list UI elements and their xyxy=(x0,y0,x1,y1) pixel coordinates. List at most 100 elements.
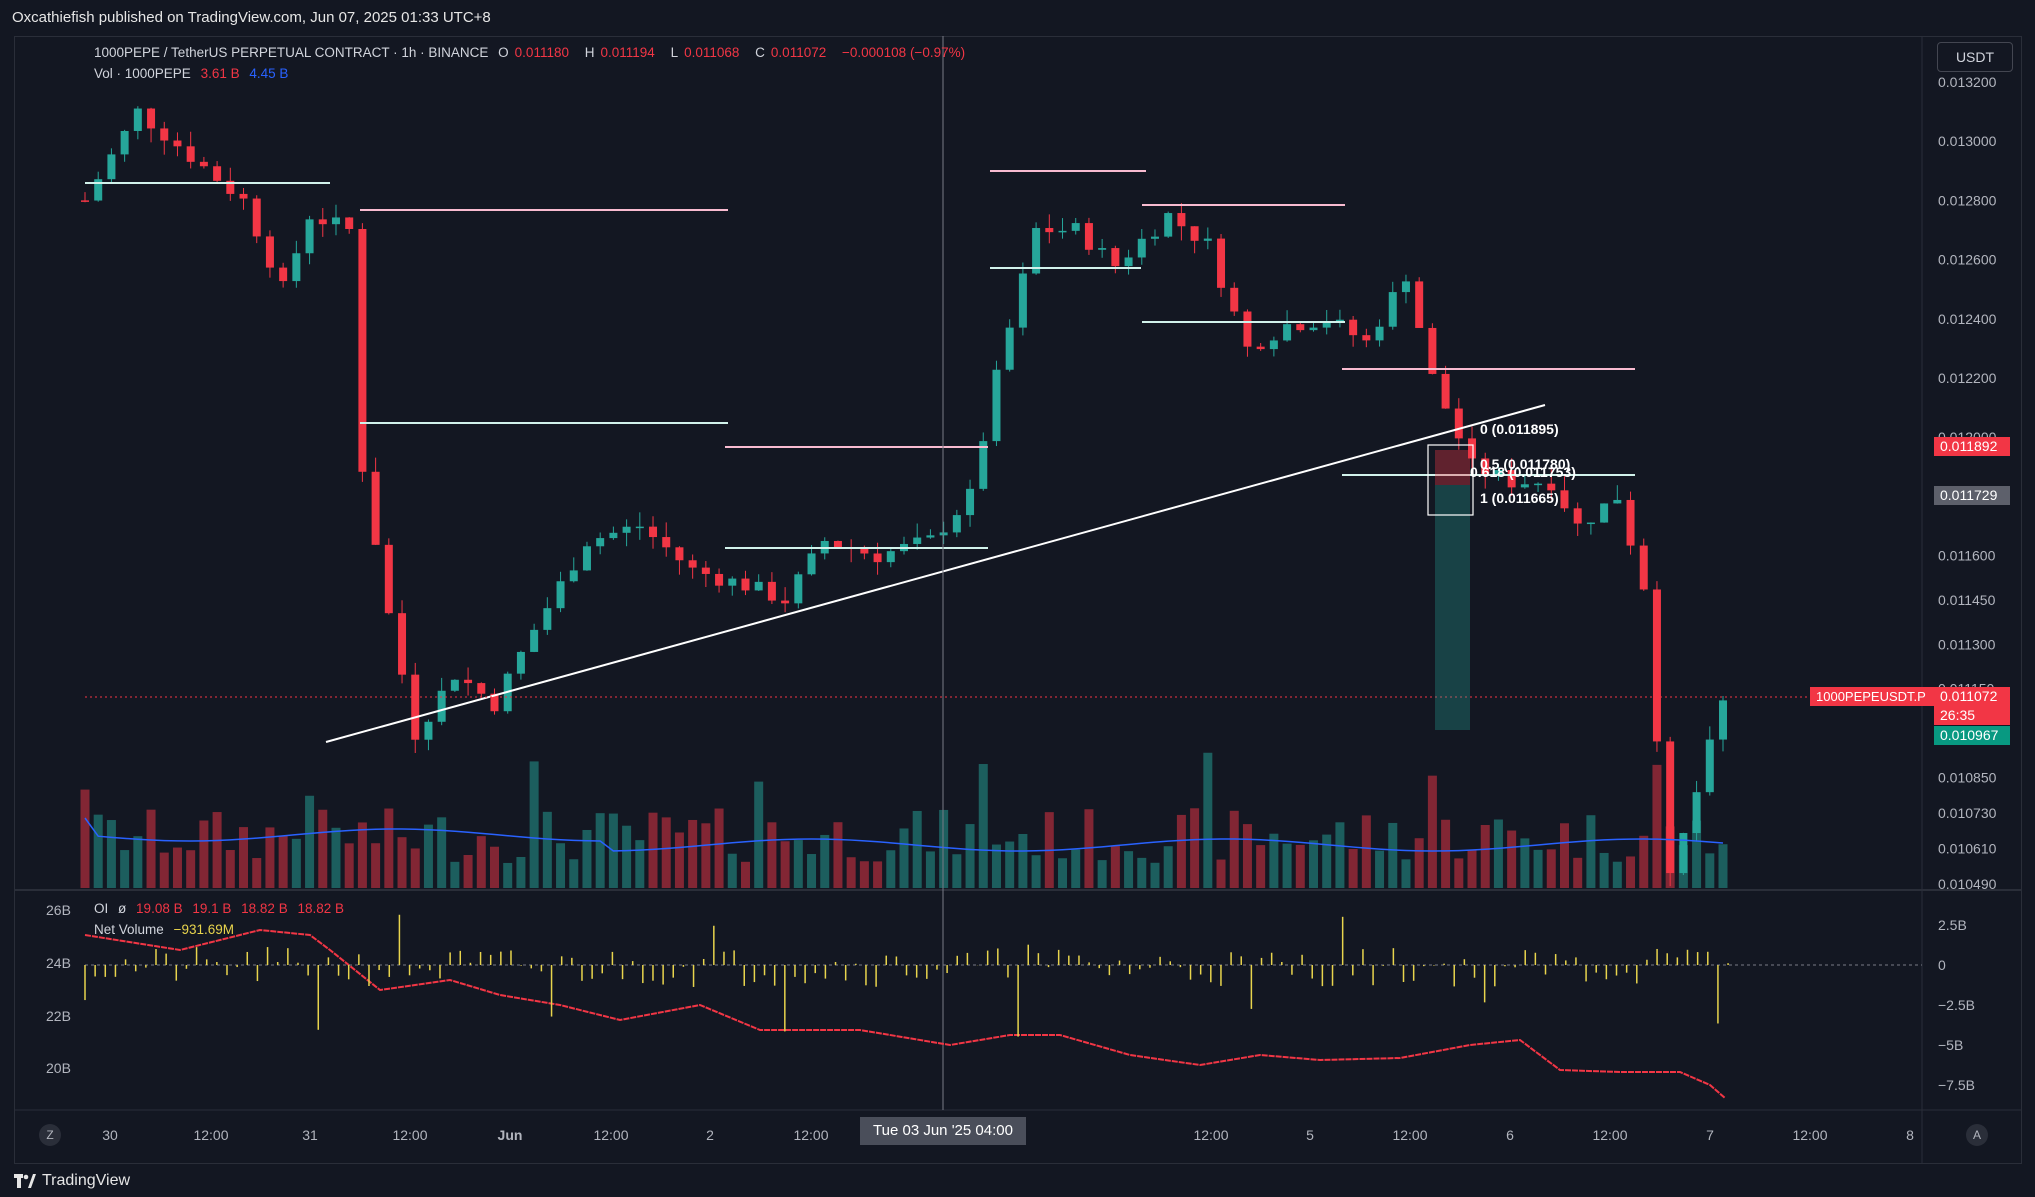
volume-bar xyxy=(542,811,552,888)
volume-bar xyxy=(1705,853,1715,888)
volume-legend: Vol · 1000PEPE 3.61 B 4.45 B xyxy=(94,66,294,81)
volume-bar xyxy=(1467,850,1477,888)
volume-value-1: 3.61 B xyxy=(200,66,240,81)
price-tag-mid: 0.011729 xyxy=(1934,486,2010,505)
candle-body xyxy=(582,546,591,571)
volume-bar xyxy=(978,764,988,888)
candle-body xyxy=(1349,319,1358,336)
volume-bar xyxy=(529,761,539,888)
stop-zone xyxy=(1435,450,1470,485)
symbol-price-tag: 1000PEPEUSDT.P xyxy=(1810,687,1934,706)
net-volume-label[interactable]: Net Volume xyxy=(94,922,164,937)
volume-bar xyxy=(450,861,460,888)
candle-body xyxy=(688,560,697,568)
candle-body xyxy=(966,488,975,516)
volume-bar xyxy=(186,850,196,888)
candle-body xyxy=(1362,335,1371,341)
volume-bar xyxy=(1599,852,1609,888)
time-axis-label: Jun xyxy=(498,1127,523,1143)
candle-body xyxy=(265,236,274,268)
candle-body xyxy=(979,441,988,489)
volume-bar xyxy=(331,827,341,888)
volume-bar xyxy=(1401,859,1411,888)
tradingview-brand[interactable]: TradingView xyxy=(14,1164,130,1197)
candle-body xyxy=(939,532,948,536)
volume-bar xyxy=(503,862,513,888)
publish-header: Oxcathiefish published on TradingView.co… xyxy=(0,0,2035,36)
volume-bar xyxy=(1322,834,1332,888)
volume-bar xyxy=(1718,844,1728,888)
volume-label[interactable]: Vol · 1000PEPE xyxy=(94,66,191,81)
time-axis-label: 12:00 xyxy=(1792,1127,1827,1143)
candle-body xyxy=(160,128,169,141)
candle-body xyxy=(1573,508,1582,524)
auto-scale-button[interactable]: A xyxy=(1966,1124,1988,1146)
volume-bar xyxy=(846,857,856,888)
candle-body xyxy=(1507,470,1516,488)
candle-body xyxy=(1283,324,1292,341)
candle-body xyxy=(213,166,222,181)
candle-body xyxy=(873,553,882,563)
time-axis-label: 6 xyxy=(1506,1127,1514,1143)
volume-bar xyxy=(1216,859,1226,888)
volume-bar xyxy=(133,836,143,888)
candle-body xyxy=(1613,499,1622,504)
symbol-title[interactable]: 1000PEPE / TetherUS PERPETUAL CONTRACT ·… xyxy=(94,45,489,60)
candle-body xyxy=(622,526,631,533)
candle-body xyxy=(1124,257,1133,267)
candle-body xyxy=(186,146,195,162)
candle-body xyxy=(107,154,116,180)
volume-bar xyxy=(569,859,579,888)
candle-body xyxy=(1547,483,1556,491)
oi-axis-label: 22B xyxy=(46,1008,71,1024)
candle-body xyxy=(1256,346,1265,350)
candle-body xyxy=(173,140,182,147)
candle-body xyxy=(1388,292,1397,327)
net-volume-axis-label: −7.5B xyxy=(1938,1077,1975,1093)
high-value: 0.011194 xyxy=(600,45,655,60)
oi-label[interactable]: OI xyxy=(94,901,109,916)
price-axis-label: 0.010850 xyxy=(1938,769,1997,785)
volume-bar xyxy=(1626,856,1636,888)
volume-bar xyxy=(925,851,935,888)
volume-bar xyxy=(1375,850,1385,888)
candle-body xyxy=(120,130,129,155)
candle-body xyxy=(279,267,288,282)
candle-body xyxy=(952,515,961,533)
volume-bar xyxy=(833,822,843,888)
candle-body xyxy=(398,613,407,675)
candle-body xyxy=(516,651,525,674)
currency-button[interactable]: USDT xyxy=(1937,42,2013,72)
fib-box xyxy=(1427,444,1474,516)
volume-bar xyxy=(1335,822,1345,888)
candle-body xyxy=(1415,281,1424,328)
volume-bar xyxy=(1203,752,1213,888)
volume-bar xyxy=(727,853,737,888)
volume-bar xyxy=(291,838,301,888)
candle-body xyxy=(1137,238,1146,258)
publish-info: Oxcathiefish published on TradingView.co… xyxy=(12,9,491,26)
volume-bar xyxy=(106,820,116,888)
candle-body xyxy=(1150,236,1159,239)
volume-bar xyxy=(1586,815,1596,888)
volume-bar xyxy=(1176,814,1186,888)
candle-body xyxy=(1032,228,1041,274)
volume-bar xyxy=(1652,764,1662,888)
candle-body xyxy=(833,540,842,548)
volume-bar xyxy=(265,827,275,888)
volume-bar xyxy=(410,848,420,888)
time-axis-label: 12:00 xyxy=(1193,1127,1228,1143)
volume-bar xyxy=(595,813,605,888)
fib-level-05: 0.5 (0.011780) xyxy=(1480,456,1571,472)
price-tag-low: 0.010967 xyxy=(1934,726,2010,745)
zoom-button[interactable]: Z xyxy=(39,1124,61,1146)
oi-value-2: 19.1 B xyxy=(192,901,232,916)
volume-bar xyxy=(635,840,645,888)
volume-bar xyxy=(490,846,499,888)
volume-bar xyxy=(1665,826,1675,888)
candle-body xyxy=(781,600,790,604)
volume-bar xyxy=(1454,858,1464,888)
volume-bar xyxy=(1018,834,1028,888)
net-volume-legend: Net Volume −931.69M xyxy=(94,922,240,937)
